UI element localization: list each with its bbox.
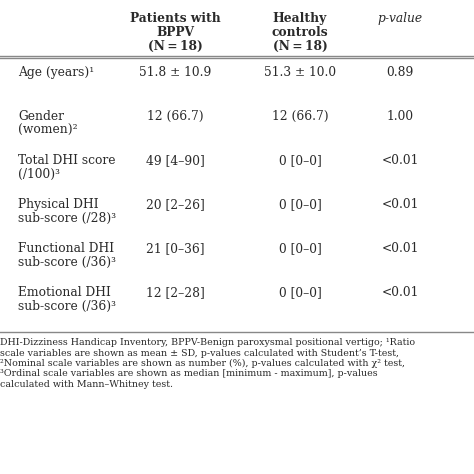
Text: 20 [2–26]: 20 [2–26]	[146, 198, 204, 211]
Text: 12 (66.7): 12 (66.7)	[146, 110, 203, 123]
Text: 21 [0–36]: 21 [0–36]	[146, 242, 204, 255]
Text: 12 [2–28]: 12 [2–28]	[146, 286, 204, 299]
Text: (/100)³: (/100)³	[18, 168, 60, 181]
Text: <0.01: <0.01	[381, 286, 419, 299]
Text: 0 [0–0]: 0 [0–0]	[279, 286, 321, 299]
Text: Functional DHI: Functional DHI	[18, 242, 114, 255]
Text: Emotional DHI: Emotional DHI	[18, 286, 111, 299]
Text: controls: controls	[272, 26, 328, 39]
Text: calculated with Mann–Whitney test.: calculated with Mann–Whitney test.	[0, 380, 173, 389]
Text: 0 [0–0]: 0 [0–0]	[279, 242, 321, 255]
Text: DHI-Dizziness Handicap Inventory, BPPV-Benign paroxysmal positional vertigo; ¹Ra: DHI-Dizziness Handicap Inventory, BPPV-B…	[0, 338, 415, 347]
Text: (women)²: (women)²	[18, 124, 78, 137]
Text: Physical DHI: Physical DHI	[18, 198, 99, 211]
Text: 0 [0–0]: 0 [0–0]	[279, 198, 321, 211]
Text: sub-score (/28)³: sub-score (/28)³	[18, 212, 116, 225]
Text: 51.3 ± 10.0: 51.3 ± 10.0	[264, 66, 336, 79]
Text: ³Ordinal scale variables are shown as median [minimum - maximum], p-values: ³Ordinal scale variables are shown as me…	[0, 370, 378, 379]
Text: p-value: p-value	[377, 12, 422, 25]
Text: (N = 18): (N = 18)	[147, 40, 202, 53]
Text: Total DHI score: Total DHI score	[18, 154, 116, 167]
Text: (N = 18): (N = 18)	[273, 40, 328, 53]
Text: 0 [0–0]: 0 [0–0]	[279, 154, 321, 167]
Text: BPPV: BPPV	[156, 26, 194, 39]
Text: Healthy: Healthy	[273, 12, 327, 25]
Text: sub-score (/36)³: sub-score (/36)³	[18, 300, 116, 313]
Text: 51.8 ± 10.9: 51.8 ± 10.9	[139, 66, 211, 79]
Text: 12 (66.7): 12 (66.7)	[272, 110, 328, 123]
Text: scale variables are shown as mean ± SD, p-values calculated with Student’s T-tes: scale variables are shown as mean ± SD, …	[0, 348, 399, 357]
Text: ²Nominal scale variables are shown as number (%), p-values calculated with χ² te: ²Nominal scale variables are shown as nu…	[0, 359, 405, 368]
Text: Age (years)¹: Age (years)¹	[18, 66, 94, 79]
Text: 1.00: 1.00	[386, 110, 413, 123]
Text: <0.01: <0.01	[381, 198, 419, 211]
Text: <0.01: <0.01	[381, 154, 419, 167]
Text: Patients with: Patients with	[129, 12, 220, 25]
Text: Gender: Gender	[18, 110, 64, 123]
Text: 49 [4–90]: 49 [4–90]	[146, 154, 204, 167]
Text: 0.89: 0.89	[386, 66, 414, 79]
Text: <0.01: <0.01	[381, 242, 419, 255]
Text: sub-score (/36)³: sub-score (/36)³	[18, 256, 116, 269]
